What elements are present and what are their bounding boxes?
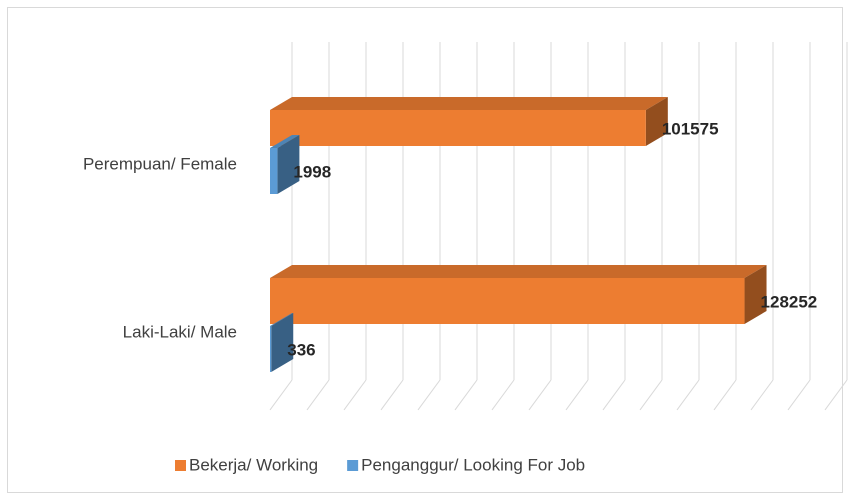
floor-line <box>565 379 589 411</box>
floor-line <box>602 379 626 411</box>
floor-line <box>380 379 404 411</box>
bar <box>270 326 272 372</box>
legend-swatch <box>347 460 359 471</box>
floor-line <box>676 379 700 411</box>
floor-line <box>306 379 330 411</box>
floor-line <box>824 379 848 411</box>
bar-side <box>744 265 767 324</box>
bar-top <box>270 135 300 148</box>
floor-line <box>639 379 663 411</box>
bar <box>270 110 646 146</box>
bar-top <box>270 313 294 326</box>
y-tick-label: Perempuan/ Female <box>83 154 237 173</box>
bar-top <box>270 97 668 110</box>
floor-line <box>750 379 774 411</box>
bar-top <box>270 265 767 278</box>
floor-line <box>713 379 737 411</box>
bars: Perempuan/ Female 101575 1998 Laki-Laki/ Ma… <box>83 97 817 372</box>
bar <box>270 148 278 194</box>
legend-swatch <box>175 460 186 471</box>
data-label: 128252 <box>761 292 818 311</box>
bar-side <box>645 97 668 146</box>
bar-side <box>271 313 294 372</box>
floor-line <box>343 379 367 411</box>
floor-line <box>269 379 293 411</box>
legend: Bekerja/ Working Penganggur/ Looking For … <box>175 455 585 474</box>
bar-side <box>277 135 300 194</box>
data-label: 336 <box>287 340 315 359</box>
floor-line <box>454 379 478 411</box>
data-label: 1998 <box>293 162 331 181</box>
y-tick-label: Laki-Laki/ Male <box>123 322 237 341</box>
bar <box>270 278 745 324</box>
floor-line <box>528 379 552 411</box>
chart-frame <box>7 7 843 493</box>
data-label: 101575 <box>662 119 719 138</box>
legend-label: Bekerja/ Working <box>189 455 318 474</box>
floor-line <box>491 379 515 411</box>
legend-label: Penganggur/ Looking For Job <box>361 455 585 474</box>
floor-line <box>787 379 811 411</box>
floor-line <box>417 379 441 411</box>
